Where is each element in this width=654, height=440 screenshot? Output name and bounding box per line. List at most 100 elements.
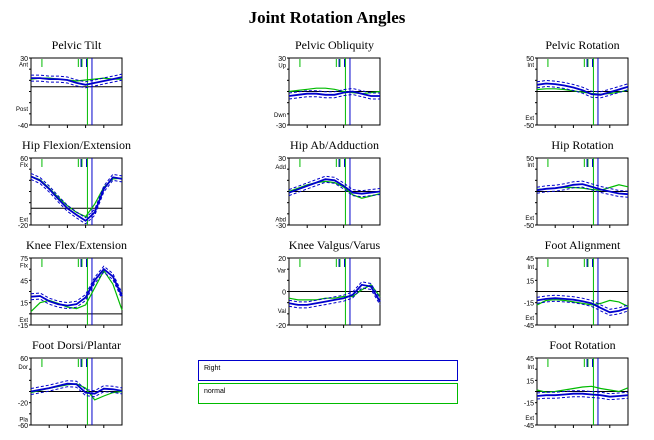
direction-label: Int: [527, 365, 534, 371]
series-right-line: [31, 76, 123, 86]
series-right-lower-band: [30, 178, 123, 225]
series-right-upper-band: [536, 79, 629, 93]
series-right-upper-band: [30, 380, 123, 392]
y-tick-label: -50: [524, 223, 534, 230]
y-tick-label: -40: [18, 123, 28, 130]
series-right-line: [288, 178, 381, 195]
chart-title: Hip Rotation: [551, 138, 613, 152]
direction-label: Abd: [275, 217, 286, 223]
chart-title: Hip Flexion/Extension: [22, 138, 131, 152]
direction-label: Ext: [525, 116, 534, 122]
direction-label: Flx: [20, 264, 28, 270]
direction-label: Ext: [525, 316, 534, 322]
y-tick-label: -60: [18, 423, 28, 430]
series-right-line: [30, 382, 123, 395]
chart-4: Hip Flexion/Extension 60 -20 Flx Ext: [18, 138, 131, 230]
y-tick-label: 45: [526, 256, 534, 263]
direction-label: Dwn: [274, 113, 286, 119]
series-normal-line: [30, 269, 123, 313]
y-tick-label: 15: [526, 378, 534, 385]
y-tick-label: 60: [20, 356, 28, 363]
series-right-upper-band: [31, 73, 123, 83]
chart-title: Foot Alignment: [545, 238, 621, 252]
direction-label: Int: [527, 63, 534, 69]
y-tick-label: 50: [526, 156, 534, 163]
series-right-line: [536, 297, 629, 314]
series-right-lower-band: [536, 186, 629, 198]
legend-normal: normal: [198, 383, 458, 404]
chart-title: Foot Rotation: [549, 338, 615, 352]
chart-title: Pelvic Obliquity: [295, 38, 374, 52]
y-tick-label: 75: [20, 256, 28, 263]
chart-1: Pelvic Tilt 30 -40 Ant Post: [16, 38, 123, 130]
y-tick-label: -45: [524, 323, 534, 330]
chart-title: Hip Ab/Adduction: [290, 138, 379, 152]
series-normal-line: [288, 284, 381, 301]
plot-frame: [30, 257, 123, 326]
y-tick-label: -30: [276, 123, 286, 130]
series-right-line: [30, 175, 123, 222]
series-normal-line: [536, 88, 629, 95]
legend-right-label: Right: [204, 365, 221, 372]
direction-label: Dor: [18, 365, 28, 371]
direction-label: Int: [527, 163, 534, 169]
chart-10: Foot Dorsi/Plantar 60 -20 -60 Dor Pla: [18, 338, 123, 430]
chart-11: Foot Rotation 45 15 -15 -45 Int Ext: [524, 338, 629, 430]
direction-label: Ext: [525, 216, 534, 222]
y-tick-label: -15: [524, 301, 534, 308]
page-title: Joint Rotation Angles: [248, 8, 406, 27]
series-right-upper-band: [30, 172, 123, 219]
y-tick-label: -20: [18, 223, 28, 230]
series-right-lower-band: [30, 386, 123, 398]
series-right-upper-band: [288, 175, 381, 192]
y-tick-label: 30: [278, 156, 286, 163]
series-right-lower-band: [536, 396, 629, 401]
series-right-upper-band: [536, 180, 629, 192]
chart-2: Pelvic Obliquity 30 -30 Up Dwn: [274, 38, 381, 130]
direction-label: Add: [275, 165, 286, 171]
series-right-upper-band: [288, 87, 380, 94]
direction-label: Int: [527, 265, 534, 271]
chart-5: Hip Ab/Adduction 30 -30 Add Abd: [275, 138, 381, 230]
plot-frame: [30, 57, 123, 126]
series-right-lower-band: [30, 271, 123, 310]
series-right-lower-band: [536, 85, 629, 99]
series-right-lower-band: [288, 181, 381, 198]
direction-label: Flx: [20, 163, 28, 169]
chart-title: Knee Flex/Extension: [26, 238, 127, 252]
y-tick-label: 0: [282, 290, 286, 297]
series-right-lower-band: [536, 300, 629, 316]
series-right-lower-band: [288, 287, 381, 309]
y-tick-label: 30: [278, 56, 286, 63]
series-right-upper-band: [30, 265, 123, 304]
direction-label: Ext: [19, 217, 28, 223]
series-right-upper-band: [536, 390, 629, 395]
direction-label: Up: [278, 64, 286, 70]
y-tick-label: 20: [278, 256, 286, 263]
series-right-line: [536, 183, 629, 196]
direction-label: Ant: [19, 63, 28, 69]
chart-title: Foot Dorsi/Plantar: [32, 338, 121, 352]
series-right-line: [30, 267, 123, 307]
y-tick-label: 60: [20, 156, 28, 163]
series-right-lower-band: [31, 79, 123, 89]
y-tick-label: -45: [524, 423, 534, 430]
chart-7: Knee Flex/Extension 75 45 15 -15 Flx Ext: [18, 238, 127, 330]
series-right-upper-band: [536, 294, 629, 310]
y-tick-label: 50: [526, 56, 534, 63]
chart-3: Pelvic Rotation 50 -50 Int Ext: [524, 38, 629, 130]
series-right-line: [288, 283, 381, 306]
direction-label: Val: [278, 309, 286, 315]
y-tick-label: 45: [20, 278, 28, 285]
series-right-lower-band: [288, 93, 380, 100]
chart-title: Knee Valgus/Varus: [289, 238, 381, 252]
y-tick-label: -20: [18, 401, 28, 408]
direction-label: Ext: [525, 416, 534, 422]
y-tick-label: 30: [20, 56, 28, 63]
y-tick-label: 15: [20, 301, 28, 308]
chart-9: Foot Alignment 45 15 -15 -45 Int Ext: [524, 238, 629, 330]
series-right-line: [536, 82, 629, 96]
y-tick-label: -15: [18, 323, 28, 330]
series-normal-line: [288, 87, 381, 95]
